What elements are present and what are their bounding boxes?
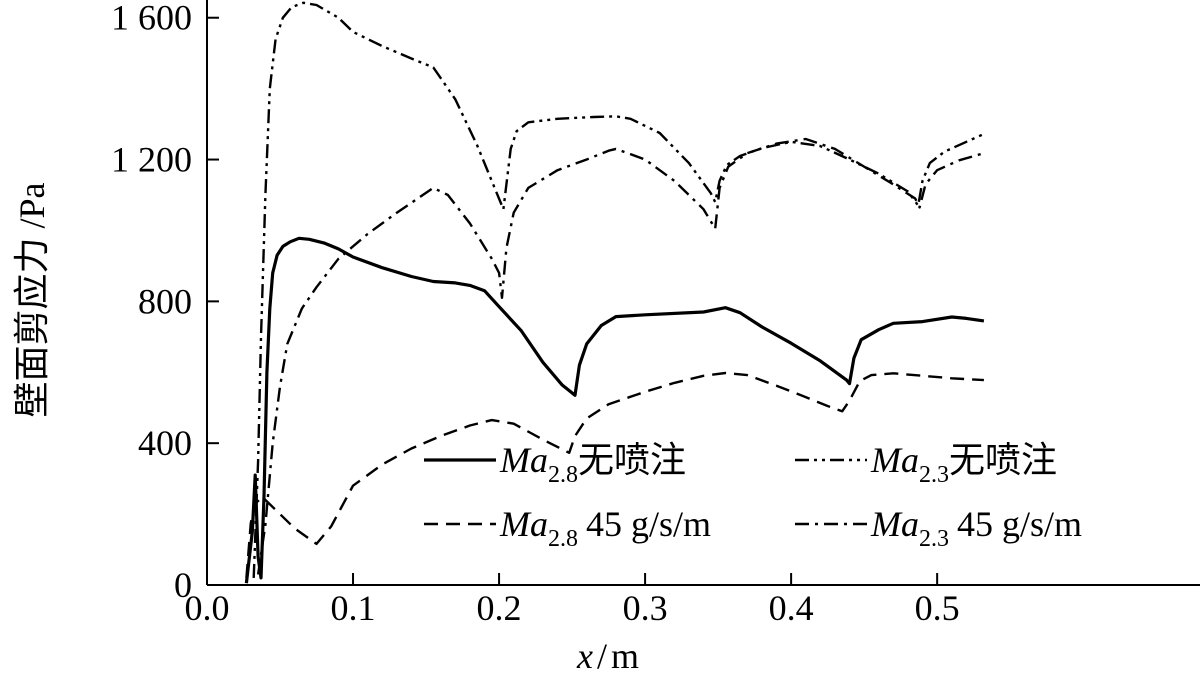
y-tick-label: 1 600 — [111, 0, 192, 38]
legend-entry-subscript: 2.3 — [919, 526, 949, 552]
x-axis-title-variable: x — [576, 636, 593, 676]
y-tick-label: 800 — [138, 281, 192, 321]
x-tick-label: 0.1 — [331, 588, 376, 628]
legend-entry-subscript: 2.8 — [548, 526, 578, 552]
legend-entry-label: Ma2.3无喷注 — [870, 440, 1057, 488]
x-axis-title: x / m — [576, 636, 639, 676]
legend-entry-label: Ma2.8 45 g/s/m — [499, 504, 711, 552]
legend-entry-suffix: 45 g/s/m — [586, 504, 711, 544]
legend-entry-variable: Ma — [870, 504, 919, 544]
y-tick-label: 0 — [174, 565, 192, 605]
y-tick-label: 1 200 — [111, 140, 192, 180]
y-tick-label: 400 — [138, 423, 192, 463]
y-tick-group: 0 400 800 1 200 1 600 — [111, 0, 219, 605]
legend-entry-subscript: 2.3 — [919, 462, 949, 488]
legend-entry-suffix: 无喷注 — [578, 440, 686, 480]
legend-entry-variable: Ma — [870, 440, 919, 480]
x-tick-group: 0.0 0.1 0.2 0.3 0.4 0.5 — [185, 573, 960, 628]
legend-entry-suffix: 45 g/s/m — [957, 504, 1082, 544]
legend-entry-label: Ma2.3 45 g/s/m — [870, 504, 1082, 552]
legend-entry-subscript: 2.8 — [548, 462, 578, 488]
legend-entry-label: Ma2.8无喷注 — [499, 440, 686, 488]
series-layer — [244, 1, 985, 584]
x-tick-label: 0.3 — [623, 588, 668, 628]
x-tick-label: 0.0 — [185, 588, 230, 628]
series-line-28-no-injection — [244, 236, 985, 584]
x-axis-title-unit: m — [611, 636, 639, 676]
x-tick-label: 0.4 — [769, 588, 814, 628]
series-line-23-no-injection — [252, 1, 985, 578]
legend-entry-suffix: 无喷注 — [949, 440, 1057, 480]
series-line-28-injection-45 — [245, 371, 984, 578]
series-line-23-injection-45 — [256, 137, 985, 575]
legend-entry-variable: Ma — [499, 504, 548, 544]
x-tick-label: 0.2 — [477, 588, 522, 628]
x-tick-label: 0.5 — [915, 588, 960, 628]
legend-entry-variable: Ma — [499, 440, 548, 480]
y-axis-title: 壁面剪应力 /Pa — [12, 182, 52, 417]
